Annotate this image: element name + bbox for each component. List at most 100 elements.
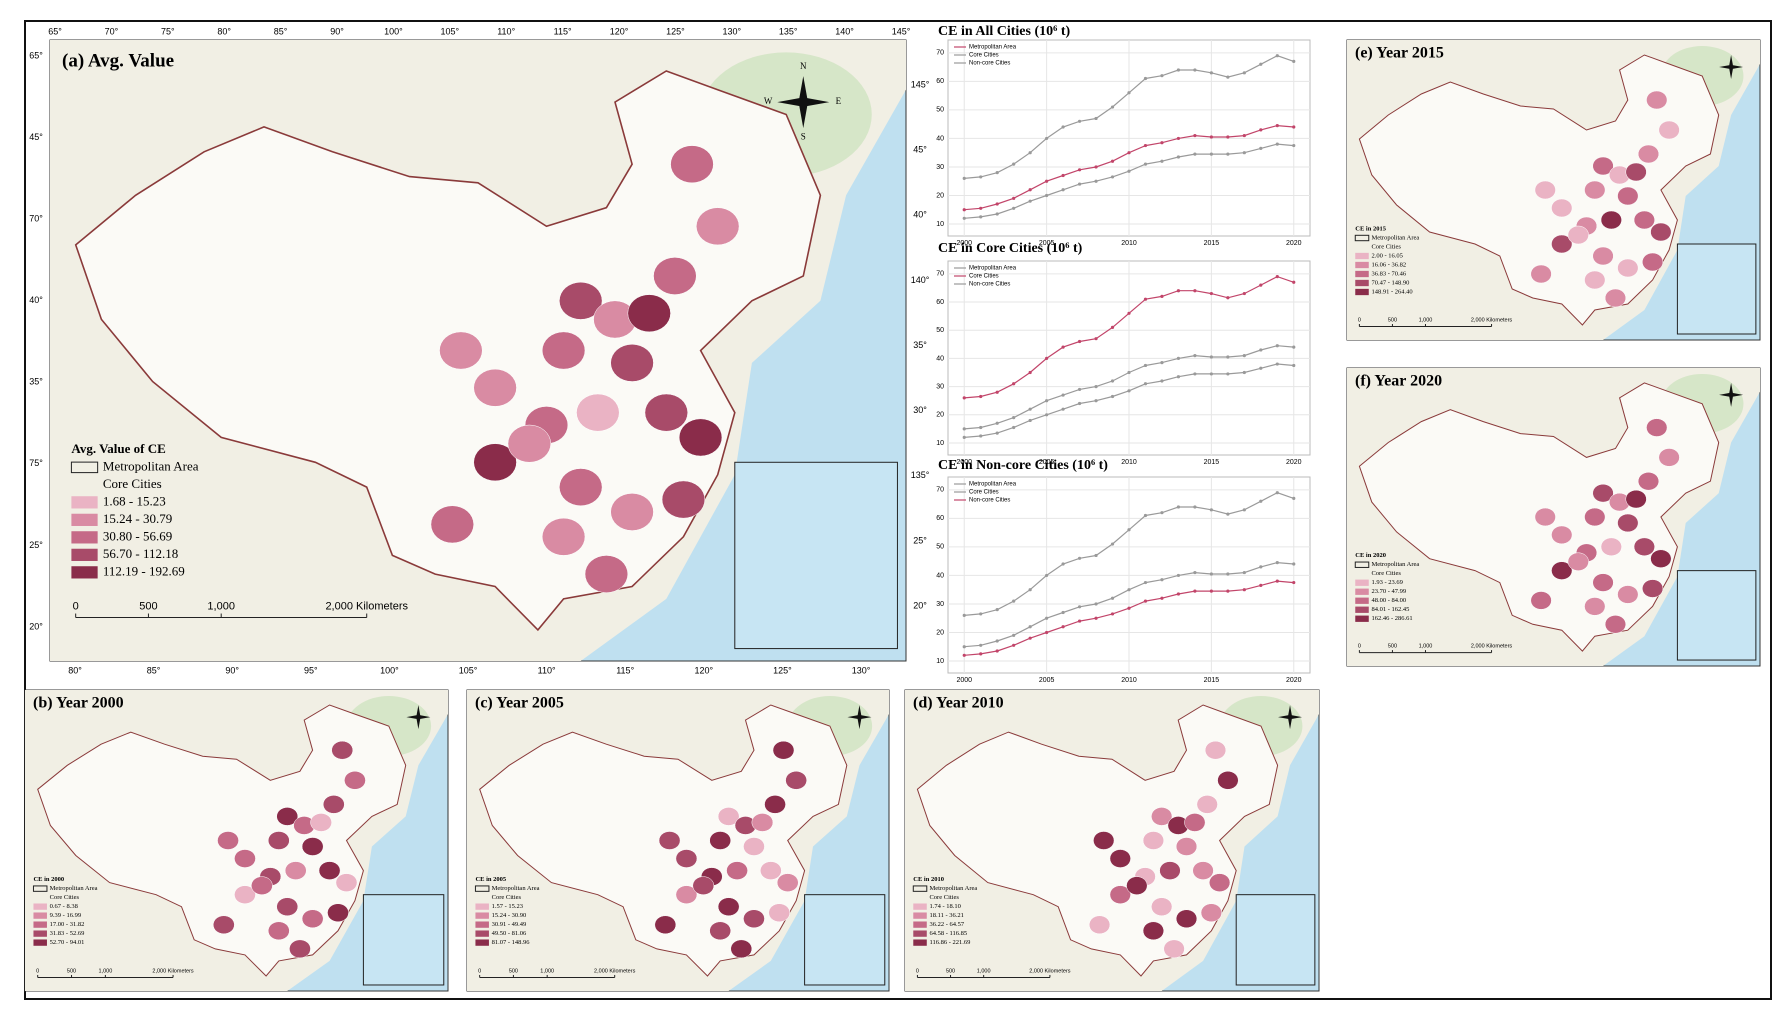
point bbox=[1160, 511, 1164, 515]
legend-swatch bbox=[1355, 270, 1369, 278]
city-patch bbox=[764, 795, 786, 814]
city-patch bbox=[678, 418, 723, 457]
city-patch bbox=[267, 831, 290, 850]
city-patch bbox=[1200, 903, 1222, 923]
point bbox=[1292, 125, 1296, 129]
graticule-label: 140° bbox=[911, 275, 930, 285]
city-patch bbox=[1592, 246, 1614, 266]
city-patch bbox=[1625, 489, 1647, 509]
point bbox=[962, 613, 966, 617]
graticule-label: 25° bbox=[29, 540, 43, 550]
scale-label: 0 bbox=[73, 600, 79, 612]
point bbox=[1127, 389, 1131, 393]
legend-label: 15.24 - 30.90 bbox=[492, 912, 527, 919]
legend-label: 18.11 - 36.21 bbox=[929, 912, 963, 919]
point bbox=[1242, 508, 1246, 512]
scale-label: 500 bbox=[1388, 644, 1397, 650]
x-tick-label: 2015 bbox=[1204, 677, 1220, 684]
point bbox=[1209, 135, 1213, 139]
compass bbox=[847, 705, 872, 730]
city-patch bbox=[709, 831, 732, 850]
city-patch bbox=[584, 555, 629, 593]
point bbox=[1045, 179, 1049, 183]
city-patch bbox=[1163, 939, 1185, 959]
point bbox=[1275, 275, 1279, 279]
legend-swatch bbox=[475, 903, 489, 910]
legend-label: 31.83 - 52.69 bbox=[50, 930, 85, 937]
legend-label: 1.68 - 15.23 bbox=[103, 493, 166, 508]
city-patch bbox=[1600, 210, 1622, 230]
point bbox=[1193, 372, 1197, 376]
point bbox=[1061, 407, 1065, 411]
point bbox=[1176, 68, 1181, 72]
legend-swatch bbox=[1355, 615, 1369, 622]
point bbox=[1045, 616, 1049, 620]
x-tick-label: 2010 bbox=[1121, 677, 1137, 684]
x-tick-label: 2005 bbox=[1039, 459, 1055, 466]
point bbox=[1226, 355, 1230, 359]
legend-label: 16.06 - 36.82 bbox=[1371, 261, 1406, 268]
graticule-label: 20° bbox=[913, 600, 927, 610]
inset-map bbox=[362, 894, 445, 986]
point bbox=[1292, 496, 1296, 501]
scale-label: 1,000 bbox=[98, 968, 112, 974]
point bbox=[1242, 588, 1246, 592]
point bbox=[1012, 206, 1016, 210]
legend-swatch bbox=[71, 531, 98, 544]
legend-label: 49.50 - 81.06 bbox=[492, 930, 527, 937]
city-patch bbox=[541, 331, 586, 370]
point bbox=[979, 175, 983, 179]
point bbox=[1226, 572, 1230, 576]
city-patch bbox=[1625, 162, 1647, 182]
graticule-label: 120° bbox=[694, 665, 713, 675]
city-patch bbox=[675, 849, 698, 868]
point bbox=[1193, 353, 1197, 358]
legend-label: Metropolitan Area bbox=[50, 885, 98, 892]
city-patch bbox=[1658, 448, 1680, 467]
legend-swatch bbox=[475, 921, 489, 928]
compass bbox=[777, 76, 830, 129]
point bbox=[1242, 151, 1246, 155]
y-tick-label: 50 bbox=[936, 544, 944, 551]
legend-swatch bbox=[1355, 261, 1369, 269]
legend-swatch bbox=[33, 939, 47, 946]
city-patch bbox=[1584, 507, 1606, 527]
scale-label: 2,000 Kilometers bbox=[152, 968, 194, 974]
city-patch bbox=[1551, 198, 1573, 218]
city-patch bbox=[1650, 549, 1672, 568]
legend-label: Core Cities bbox=[929, 894, 959, 901]
city-patch bbox=[217, 831, 239, 850]
point bbox=[1292, 59, 1296, 64]
city-patch bbox=[541, 517, 586, 556]
point bbox=[1193, 133, 1197, 138]
city-patch bbox=[310, 813, 332, 832]
legend-label: Metropolitan Area bbox=[1371, 234, 1419, 241]
point bbox=[995, 639, 999, 643]
city-patch bbox=[743, 837, 765, 856]
point bbox=[962, 427, 966, 431]
legend-swatch bbox=[913, 921, 927, 928]
point bbox=[1094, 385, 1098, 389]
point bbox=[1209, 572, 1213, 576]
legend-label: 15.24 - 30.79 bbox=[103, 511, 172, 526]
point bbox=[995, 390, 999, 394]
city-patch bbox=[507, 424, 552, 463]
city-patch bbox=[1642, 579, 1664, 598]
legend-label: 1.74 - 18.10 bbox=[929, 903, 960, 910]
graticule-label: 135° bbox=[911, 470, 930, 480]
legend-label: Core Cities bbox=[1371, 570, 1401, 577]
graticule-label: 65° bbox=[48, 26, 62, 36]
legend-label: 36.83 - 70.46 bbox=[1371, 270, 1406, 277]
y-tick-label: 60 bbox=[936, 515, 944, 522]
scale-label: 500 bbox=[1388, 317, 1397, 323]
legend-title: CE in 2010 bbox=[913, 876, 944, 883]
legend-label: 112.19 - 192.69 bbox=[103, 563, 185, 578]
point bbox=[995, 649, 999, 653]
point bbox=[1127, 91, 1131, 95]
city-patch bbox=[785, 771, 807, 790]
graticule-label: 90° bbox=[225, 665, 239, 675]
legend-swatch bbox=[474, 885, 490, 892]
compass bbox=[1719, 55, 1744, 79]
point bbox=[1292, 580, 1296, 585]
legend-title: CE in 2000 bbox=[33, 876, 64, 883]
